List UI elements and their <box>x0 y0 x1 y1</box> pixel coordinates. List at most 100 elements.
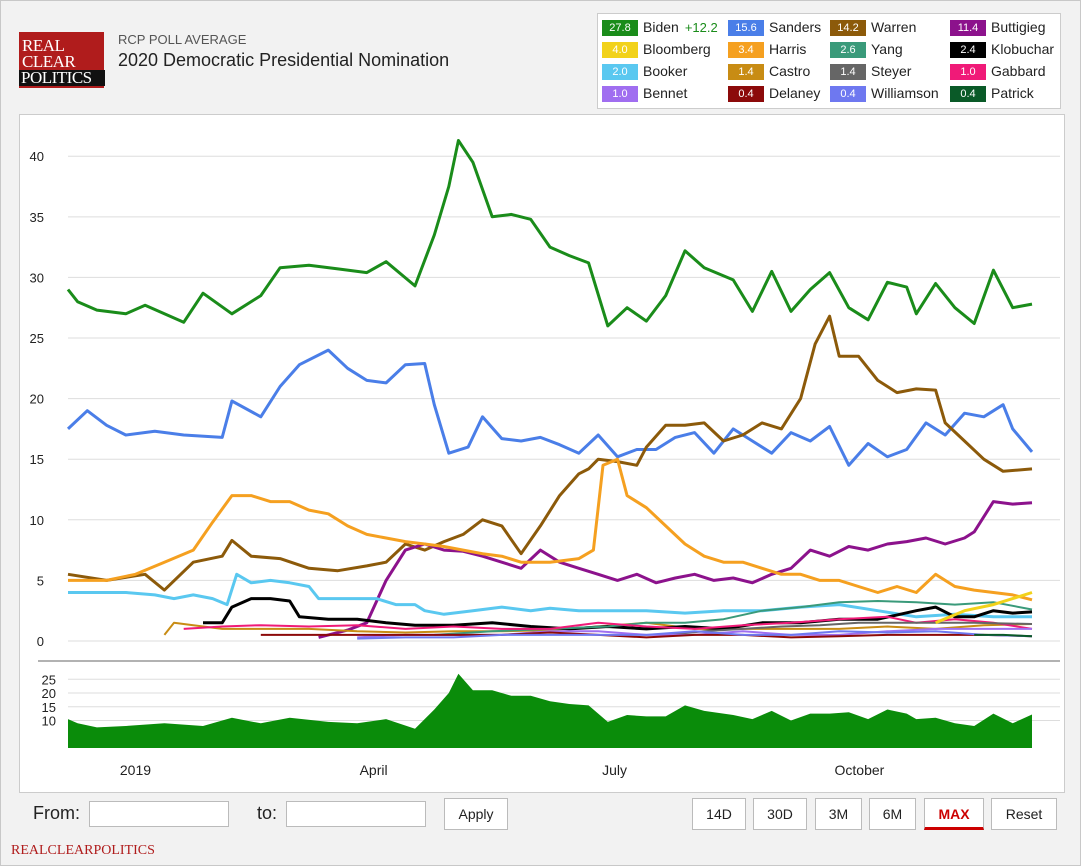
legend-value-badge: 2.0 <box>602 64 638 81</box>
x-tick-label: 2019 <box>120 762 151 778</box>
legend-label: Sanders <box>769 19 822 35</box>
legend-value-badge: 27.8 <box>602 20 638 37</box>
legend-value-badge: 1.0 <box>602 86 638 103</box>
chart-supertitle: RCP POLL AVERAGE <box>118 32 247 47</box>
apply-button[interactable]: Apply <box>444 798 508 830</box>
legend-label: Gabbard <box>991 63 1046 79</box>
chart-title: 2020 Democratic Presidential Nomination <box>118 50 450 70</box>
range-controls: From: to: Apply 14D 30D 3M 6M MAX Reset <box>19 793 1063 837</box>
legend-item-harris[interactable]: 3.4 Harris <box>728 39 806 59</box>
x-tick-label: April <box>360 762 388 778</box>
plot-area: 0 5 10 15 20 25 30 35 40 10 15 20 25 2019 April July Oct… <box>19 114 1065 793</box>
range-3m-button[interactable]: 3M <box>815 798 862 830</box>
legend-value-badge: 2.4 <box>950 42 986 59</box>
legend-label: Harris <box>769 41 807 57</box>
spread-area <box>68 673 1032 748</box>
y-tick-label: 10 <box>30 513 44 528</box>
legend-label: Bennet <box>643 85 688 101</box>
legend-value-badge: 0.4 <box>728 86 764 103</box>
series-line-yang <box>434 600 1033 636</box>
y-tick-label: 15 <box>30 452 44 467</box>
y-tick-label: 0 <box>37 634 44 649</box>
series-line-biden <box>66 139 1033 328</box>
from-date-input[interactable] <box>89 801 229 827</box>
range-6m-button[interactable]: 6M <box>869 798 916 830</box>
series-line-steyer <box>665 621 1033 636</box>
legend-label: Williamson <box>871 85 939 101</box>
series-line-bloomberg <box>935 591 1033 625</box>
y-tick-label: 30 <box>30 270 44 285</box>
x-tick-label: July <box>602 762 627 778</box>
legend-label: Warren <box>871 19 917 35</box>
series-line-buttigieg <box>318 500 1033 639</box>
legend-item-gabbard[interactable]: 1.0 Gabbard <box>950 61 1045 81</box>
logo-line-3: POLITICS <box>19 69 105 86</box>
legend-item-warren[interactable]: 14.2 Warren <box>830 17 916 37</box>
legend-lead-delta: +12.2 <box>684 20 718 35</box>
legend-item-delaney[interactable]: 0.4 Delaney <box>728 83 820 103</box>
logo-line-2: CLEAR <box>22 52 76 71</box>
legend-label: Bloomberg <box>643 41 711 57</box>
legend-item-booker[interactable]: 2.0 Booker <box>602 61 687 81</box>
legend-value-badge: 3.4 <box>728 42 764 59</box>
legend-label: Delaney <box>769 85 821 101</box>
y-tick-label: 35 <box>30 210 44 225</box>
series-line-warren <box>67 314 1033 592</box>
legend-item-bennet[interactable]: 1.0 Bennet <box>602 83 687 103</box>
legend-label: Castro <box>769 63 811 79</box>
legend-value-badge: 1.4 <box>830 64 866 81</box>
legend: 27.8 Biden +12.2 15.6 Sanders 14.2 Warren 11.4 B… <box>597 13 1061 109</box>
legend-item-klobuchar[interactable]: 2.4 Klobuchar <box>950 39 1054 59</box>
y-tick-label: 25 <box>30 331 44 346</box>
legend-item-biden[interactable]: 27.8 Biden +12.2 <box>602 17 718 37</box>
legend-item-patrick[interactable]: 0.4 Patrick <box>950 83 1034 103</box>
series-line-harris <box>68 457 1033 602</box>
legend-value-badge: 0.4 <box>830 86 866 103</box>
rcp-logo: REAL CLEAR POLITICS <box>19 32 105 88</box>
series-line-patrick <box>974 633 1033 638</box>
x-tick-label: October <box>835 762 885 778</box>
spread-y-tick-label: 15 <box>42 700 56 715</box>
legend-item-steyer[interactable]: 1.4 Steyer <box>830 61 911 81</box>
legend-label: Klobuchar <box>991 41 1055 57</box>
legend-label: Booker <box>643 63 688 79</box>
legend-value-badge: 15.6 <box>728 20 764 37</box>
series-line-castro <box>163 621 1033 636</box>
range-14d-button[interactable]: 14D <box>692 798 746 830</box>
legend-value-badge: 1.4 <box>728 64 764 81</box>
legend-item-buttigieg[interactable]: 11.4 Buttigieg <box>950 17 1045 37</box>
logo-line-1: REAL <box>22 36 65 55</box>
legend-label: Patrick <box>991 85 1034 101</box>
y-tick-label: 40 <box>30 149 44 164</box>
footer-brand: REALCLEARPOLITICS <box>11 843 155 858</box>
series-line-sanders <box>66 348 1034 467</box>
spread-y-tick-label: 10 <box>42 714 56 729</box>
legend-value-badge: 14.2 <box>830 20 866 37</box>
legend-item-williamson[interactable]: 0.4 Williamson <box>830 83 939 103</box>
legend-label: Biden <box>643 19 679 35</box>
legend-label: Steyer <box>871 63 912 79</box>
legend-value-badge: 1.0 <box>950 64 986 81</box>
legend-value-badge: 2.6 <box>830 42 866 59</box>
to-label: to: <box>257 803 278 823</box>
range-30d-button[interactable]: 30D <box>753 798 807 830</box>
legend-item-castro[interactable]: 1.4 Castro <box>728 61 810 81</box>
legend-value-badge: 0.4 <box>950 86 986 103</box>
legend-item-yang[interactable]: 2.6 Yang <box>830 39 903 59</box>
series-line-williamson <box>357 630 1033 640</box>
to-date-input[interactable] <box>286 801 426 827</box>
legend-value-badge: 11.4 <box>950 20 986 37</box>
spread-y-tick-label: 20 <box>42 686 56 701</box>
y-tick-label: 5 <box>37 573 44 588</box>
legend-label: Buttigieg <box>991 19 1046 35</box>
legend-label: Yang <box>871 41 903 57</box>
legend-item-bloomberg[interactable]: 4.0 Bloomberg <box>602 39 711 59</box>
y-tick-label: 20 <box>30 392 44 407</box>
range-max-button[interactable]: MAX <box>924 798 984 830</box>
spread-y-tick-label: 25 <box>42 672 56 687</box>
legend-item-sanders[interactable]: 15.6 Sanders <box>728 17 821 37</box>
reset-button[interactable]: Reset <box>991 798 1057 830</box>
legend-value-badge: 4.0 <box>602 42 638 59</box>
